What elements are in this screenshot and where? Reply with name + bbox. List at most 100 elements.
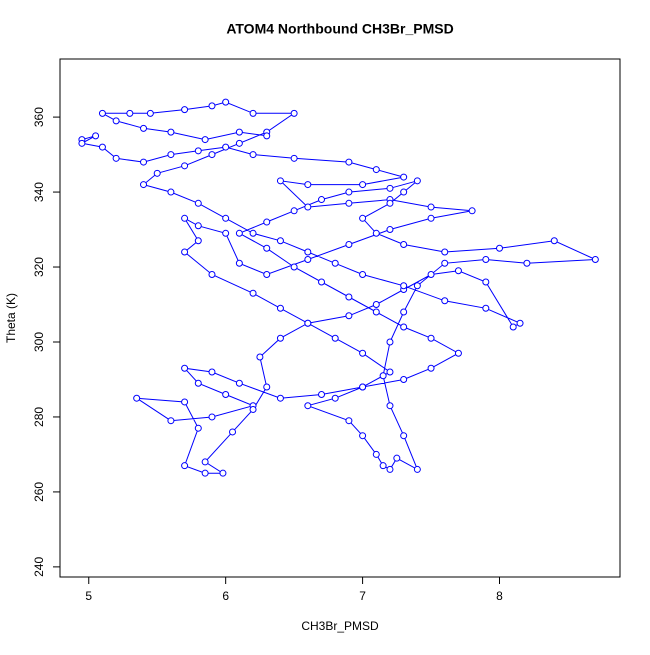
data-point <box>222 98 230 106</box>
data-point <box>468 207 476 215</box>
data-point <box>229 428 237 436</box>
data-point <box>345 312 353 320</box>
data-point <box>482 278 490 286</box>
data-point <box>263 218 271 226</box>
data-point <box>140 158 148 166</box>
data-point <box>290 207 298 215</box>
data-point <box>208 151 216 159</box>
chart-title: ATOM4 Northbound CH3Br_PMSD <box>226 21 453 37</box>
data-point <box>359 181 367 189</box>
data-point <box>523 259 531 267</box>
data-point <box>454 267 462 275</box>
data-point <box>112 117 120 125</box>
data-point <box>400 241 408 249</box>
data-point <box>78 139 86 147</box>
data-point <box>276 177 284 185</box>
data-point <box>181 398 189 406</box>
data-point <box>256 353 264 361</box>
data-point <box>249 405 257 413</box>
data-point <box>372 166 380 174</box>
data-point <box>304 256 312 264</box>
data-point <box>194 237 202 245</box>
data-point <box>345 188 353 196</box>
data-point <box>482 304 490 312</box>
data-point <box>345 293 353 301</box>
data-point <box>98 109 106 117</box>
data-point <box>167 188 175 196</box>
data-point <box>379 372 387 380</box>
data-point <box>304 402 312 410</box>
data-point <box>345 417 353 425</box>
data-point <box>153 169 161 177</box>
data-point <box>181 106 189 114</box>
data-point <box>208 102 216 110</box>
data-point <box>92 132 100 140</box>
data-point <box>386 402 394 410</box>
data-point <box>201 469 209 477</box>
data-point <box>345 158 353 166</box>
data-point <box>181 162 189 170</box>
data-point <box>222 214 230 222</box>
data-point <box>201 458 209 466</box>
data-point <box>496 244 504 252</box>
data-point <box>263 132 271 140</box>
y-tick-label: 260 <box>32 482 46 502</box>
data-point <box>318 390 326 398</box>
data-point <box>235 379 243 387</box>
data-point <box>386 368 394 376</box>
data-point <box>249 229 257 237</box>
data-point <box>386 226 394 234</box>
data-point <box>359 271 367 279</box>
x-tick-label: 7 <box>359 589 366 603</box>
data-point <box>140 181 148 189</box>
data-point <box>140 124 148 132</box>
x-tick-label: 5 <box>85 589 92 603</box>
y-tick-label: 240 <box>32 557 46 577</box>
data-point <box>181 462 189 470</box>
data-point <box>167 417 175 425</box>
data-point <box>550 237 558 245</box>
data-point <box>304 181 312 189</box>
data-point <box>386 338 394 346</box>
y-tick-label: 300 <box>32 332 46 352</box>
y-tick-label: 280 <box>32 407 46 427</box>
data-point <box>441 248 449 256</box>
data-point <box>201 136 209 144</box>
data-point <box>208 413 216 421</box>
data-point <box>181 248 189 256</box>
data-point <box>235 259 243 267</box>
data-point <box>263 244 271 252</box>
data-point <box>400 375 408 383</box>
data-point <box>413 177 421 185</box>
data-point <box>359 432 367 440</box>
data-point <box>222 143 230 151</box>
data-point <box>400 282 408 290</box>
data-point <box>400 308 408 316</box>
data-point <box>290 263 298 271</box>
data-point <box>400 432 408 440</box>
data-point <box>400 323 408 331</box>
y-axis-label: Theta (K) <box>4 293 18 343</box>
data-point <box>276 237 284 245</box>
data-point <box>126 109 134 117</box>
data-point <box>516 319 524 327</box>
x-tick-label: 6 <box>222 589 229 603</box>
data-point <box>181 364 189 372</box>
data-point <box>331 259 339 267</box>
data-point <box>181 214 189 222</box>
data-point <box>372 308 380 316</box>
data-point <box>194 147 202 155</box>
data-point <box>400 173 408 181</box>
data-point <box>413 465 421 473</box>
data-point <box>290 154 298 162</box>
y-tick-label: 340 <box>32 182 46 202</box>
data-point <box>208 271 216 279</box>
data-point <box>441 297 449 305</box>
data-point <box>386 184 394 192</box>
x-tick-label: 8 <box>496 589 503 603</box>
data-point <box>304 203 312 211</box>
data-point <box>509 323 517 331</box>
data-point <box>400 188 408 196</box>
data-point <box>482 256 490 264</box>
